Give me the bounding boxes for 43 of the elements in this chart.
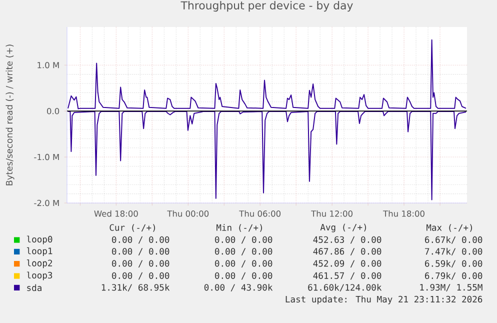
y-tick-label: 0.0 [47,108,60,114]
chart-title: Throughput per device - by day [180,1,353,12]
text: 467.86 / 0.00 [313,248,382,256]
text: 7.47k/ 0.00 [425,248,482,256]
text: 6.79k/ 0.00 [425,272,482,280]
text: Min (-/+) [216,224,262,232]
x-tick-label: Thu 00:00 [167,210,209,217]
text: 0.00 / 43.90k [204,284,273,292]
y-tick-label: 1.0 M [38,62,59,68]
text: 0.00 / 0.00 [215,272,272,280]
legend-label: sda [27,284,42,292]
x-tick-label: Thu 06:00 [239,210,281,217]
text: 0.00 / 0.00 [215,248,272,256]
text: 61.60k/124.00k [308,284,382,292]
text: 6.67k/ 0.00 [425,236,482,244]
text: 1.93M/ 1.55M [420,284,482,292]
y-axis-title: Bytes/second read (-) / write (+) [6,44,14,186]
text: 0.00 / 0.00 [112,260,170,268]
line-series [68,39,466,110]
text: 0.00 / 0.00 [215,236,272,244]
y-tick-label: -2.0 M [34,200,59,206]
text: 1.31k/ 68.95k [102,284,170,292]
legend-label: loop0 [26,236,52,244]
x-tick-label: Wed 18:00 [94,210,138,217]
legend-label: loop3 [26,272,52,280]
text: 0.00 / 0.00 [112,248,170,256]
text: Cur (-/+) [110,224,156,232]
text: 6.59k/ 0.00 [425,260,482,268]
x-tick-label: Thu 18:00 [383,210,424,217]
text: Max (-/+) [426,224,472,232]
text: Last update: Thu May 21 23:11:32 2026 [286,296,482,304]
legend-label: loop2 [26,260,52,268]
text: 0.00 / 0.00 [215,260,272,268]
text: Avg (-/+) [320,224,366,232]
legend-label: loop1 [26,247,52,256]
x-tick-label: Thu 12:00 [311,210,352,217]
text: 452.63 / 0.00 [313,236,382,244]
text: 0.00 / 0.00 [112,236,170,244]
line-series [68,111,466,200]
text: 0.00 / 0.00 [112,272,170,280]
text: 461.57 / 0.00 [313,272,382,280]
y-tick-label: -1.0 M [34,154,59,160]
text: 452.09 / 0.00 [313,260,382,268]
